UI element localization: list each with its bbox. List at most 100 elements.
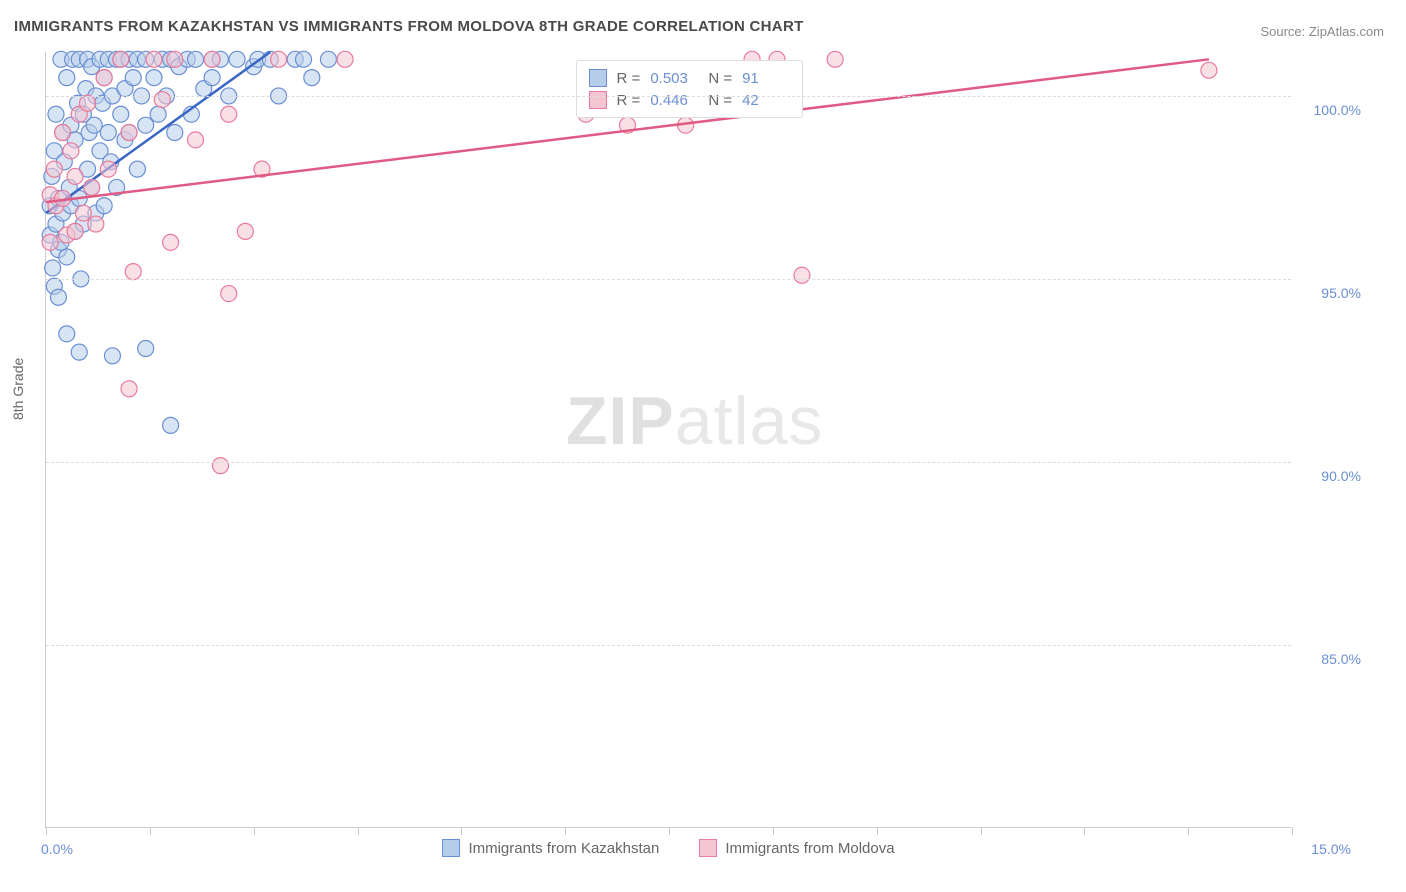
gridline [46,96,1291,97]
data-point [67,168,83,184]
data-point [86,117,102,133]
chart-svg [46,52,1291,827]
r-value: 0.446 [650,92,698,109]
y-tick-label: 95.0% [1321,285,1361,301]
data-point [138,340,154,356]
data-point [46,161,62,177]
data-point [100,161,116,177]
data-point [163,417,179,433]
data-point [212,458,228,474]
n-value: 91 [742,70,790,87]
data-point [337,51,353,67]
x-tick [565,827,566,835]
data-point [45,260,61,276]
data-point [188,132,204,148]
legend-item: Immigrants from Moldova [699,839,894,857]
y-tick-label: 100.0% [1314,102,1361,118]
data-point [125,70,141,86]
legend-swatch [589,91,607,109]
legend-label: Immigrants from Kazakhstan [468,840,659,857]
data-point [1201,62,1217,78]
correlation-row: R = 0.446 N = 42 [589,89,791,111]
data-point [167,125,183,141]
n-value: 42 [742,92,790,109]
data-point [80,95,96,111]
x-max-label: 15.0% [1311,841,1351,857]
data-point [204,70,220,86]
data-point [59,326,75,342]
data-point [204,51,220,67]
data-point [88,216,104,232]
r-label: R = [617,92,641,109]
data-point [113,106,129,122]
legend-swatch [442,839,460,857]
data-point [146,70,162,86]
data-point [138,117,154,133]
data-point [296,51,312,67]
gridline [46,645,1291,646]
data-point [55,125,71,141]
x-tick [877,827,878,835]
data-point [71,344,87,360]
x-tick [1188,827,1189,835]
bottom-legend: Immigrants from Kazakhstan Immigrants fro… [46,839,1291,857]
n-label: N = [708,92,732,109]
data-point [125,264,141,280]
legend-item: Immigrants from Kazakhstan [442,839,659,857]
x-tick [150,827,151,835]
data-point [221,286,237,302]
x-tick [1292,827,1293,835]
data-point [167,51,183,67]
data-point [163,234,179,250]
data-point [146,51,162,67]
x-tick [254,827,255,835]
data-point [237,223,253,239]
x-tick [46,827,47,835]
data-point [75,205,91,221]
x-tick [1084,827,1085,835]
legend-label: Immigrants from Moldova [725,840,894,857]
y-tick-label: 85.0% [1321,651,1361,667]
data-point [320,51,336,67]
x-tick [669,827,670,835]
x-tick [461,827,462,835]
source-label: Source: ZipAtlas.com [1260,24,1384,39]
legend-swatch [699,839,717,857]
data-point [794,267,810,283]
r-label: R = [617,70,641,87]
gridline [46,279,1291,280]
data-point [96,70,112,86]
data-point [271,51,287,67]
data-point [150,106,166,122]
x-tick [773,827,774,835]
data-point [59,70,75,86]
chart-title: IMMIGRANTS FROM KAZAKHSTAN VS IMMIGRANTS… [14,18,804,35]
data-point [96,198,112,214]
y-tick-label: 90.0% [1321,468,1361,484]
gridline [46,462,1291,463]
data-point [129,161,145,177]
data-point [84,179,100,195]
x-tick [981,827,982,835]
data-point [221,106,237,122]
data-point [48,106,64,122]
data-point [121,381,137,397]
data-point [59,249,75,265]
data-point [100,125,116,141]
y-axis-label: 8th Grade [10,358,26,420]
data-point [67,223,83,239]
data-point [42,234,58,250]
legend-swatch [589,69,607,87]
data-point [304,70,320,86]
data-point [104,348,120,364]
data-point [121,125,137,141]
data-point [827,51,843,67]
correlation-legend: R = 0.503 N = 91 R = 0.446 N = 42 [576,60,804,118]
data-point [154,92,170,108]
r-value: 0.503 [650,70,698,87]
plot-area: ZIPatlas R =0.503N =91R =0.446N =42 85.0… [45,52,1291,828]
data-point [229,51,245,67]
correlation-row: R =0.503N =91 [589,67,791,89]
data-point [113,51,129,67]
x-tick [358,827,359,835]
